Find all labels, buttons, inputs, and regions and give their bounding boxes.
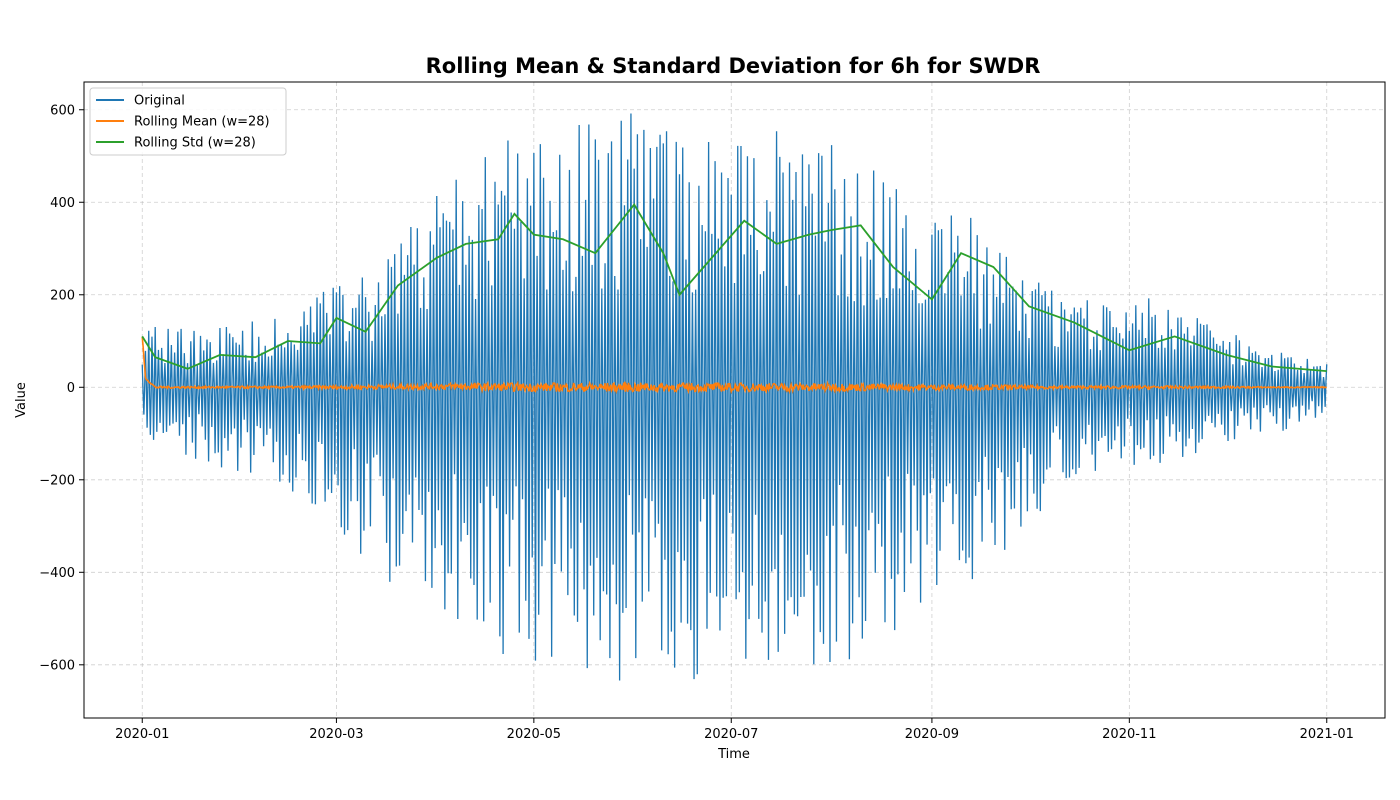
y-tick-label: 400 [50, 196, 75, 211]
x-tick-label: 2020-07 [704, 727, 758, 742]
plot-area [141, 113, 1328, 681]
y-tick-label: −400 [39, 566, 75, 581]
x-tick-label: 2020-11 [1102, 727, 1156, 742]
x-tick-label: 2021-01 [1300, 727, 1354, 742]
x-tick-label: 2020-03 [309, 727, 363, 742]
y-tick-label: 0 [67, 381, 75, 396]
legend-entry: Rolling Std (w=28) [134, 136, 256, 151]
y-tick-label: 600 [50, 103, 75, 118]
series-rolling-std-line [141, 202, 1327, 372]
y-axis-label: Value [14, 382, 29, 418]
y-tick-label: −600 [39, 658, 75, 673]
x-tick-label: 2020-09 [905, 727, 959, 742]
series-original-line [141, 113, 1328, 681]
legend-entry: Rolling Mean (w=28) [134, 115, 270, 130]
legend-entry: Original [134, 94, 185, 109]
y-axis: −600 −400 −200 0 200 400 600 [39, 103, 84, 673]
x-axis: 2020-01 2020-03 2020-05 2020-07 2020-09 2020-… [115, 718, 1354, 742]
x-tick-label: 2020-05 [507, 727, 561, 742]
x-tick-label: 2020-01 [115, 727, 169, 742]
y-tick-label: −200 [39, 473, 75, 488]
legend-box [89, 87, 287, 156]
grid [84, 82, 1385, 718]
axes-frame [83, 81, 1386, 719]
x-axis-label: Time [717, 747, 750, 762]
chart-title: Rolling Mean & Standard Deviation for 6h… [426, 54, 1041, 78]
series-rolling-mean-line [141, 337, 1327, 395]
y-tick-label: 200 [50, 288, 75, 303]
legend: Original Rolling Mean (w=28) Rolling Std (… [89, 87, 287, 156]
